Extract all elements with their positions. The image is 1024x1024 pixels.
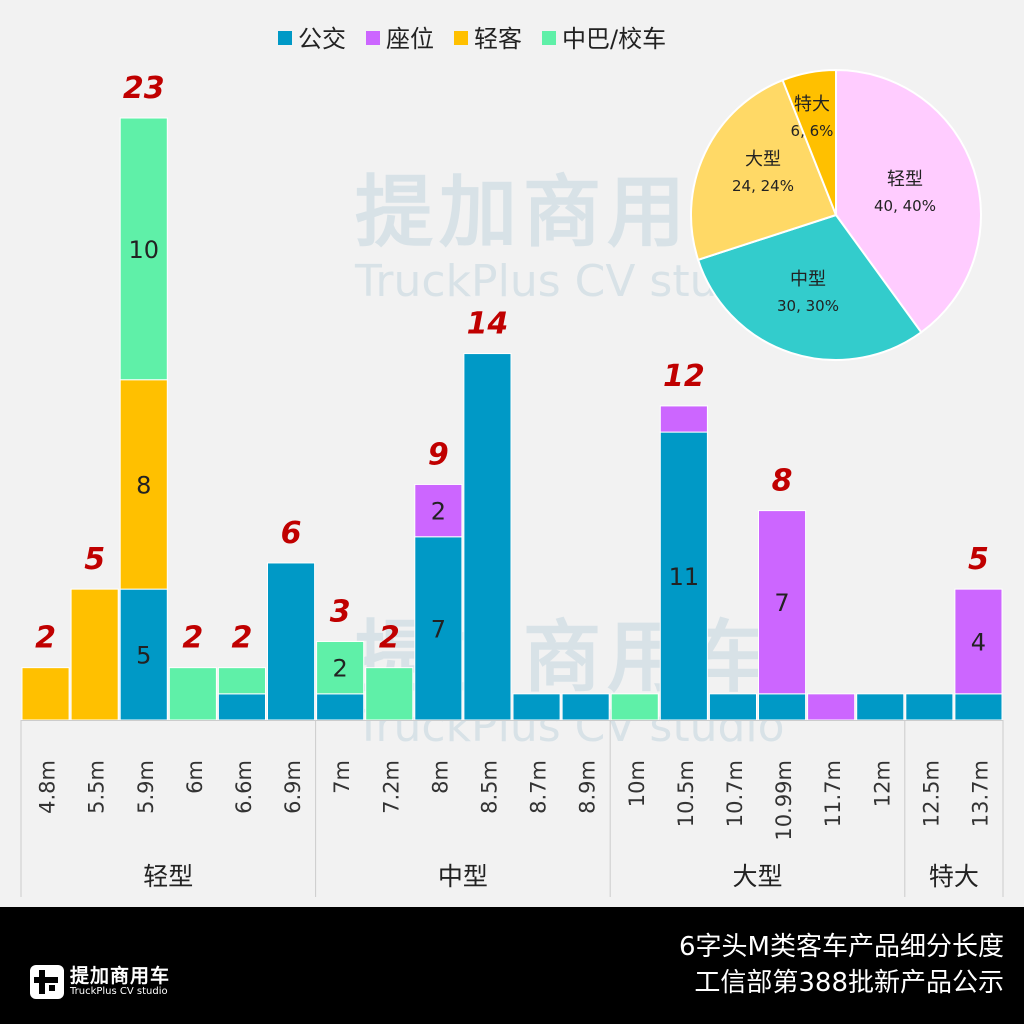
bar-segment: [119, 117, 168, 381]
legend-swatch: [542, 31, 556, 45]
segment-label: 5: [136, 642, 151, 670]
category-label: 5.9m: [134, 760, 158, 814]
total-label: 2: [379, 621, 400, 656]
bar-segment: [168, 667, 217, 721]
total-label: 2: [182, 621, 203, 656]
stacked-bar-chart: 公交 座位 轻客 中巴/校车24.8m55.5m5810235.9m26m26.6m6…: [20, 25, 1004, 897]
bar-segment: [267, 562, 316, 721]
total-label: 14: [467, 307, 509, 342]
category-label: 4.8m: [36, 760, 60, 814]
pie-slice-value: 24, 24%: [732, 177, 794, 195]
bar-segment: [512, 693, 561, 721]
category-label: 13.7m: [968, 760, 992, 827]
bar-segment: [807, 693, 856, 721]
group-label: 大型: [732, 862, 782, 891]
total-label: 2: [232, 621, 253, 656]
bar-segment: [758, 510, 807, 695]
bar-segment: [316, 693, 365, 721]
pie-slice-label: 大型: [745, 149, 781, 170]
total-label: 2: [35, 621, 56, 656]
legend-label: 中巴/校车: [562, 25, 666, 53]
total-label: 5: [84, 542, 105, 577]
total-label: 3: [330, 594, 351, 629]
bar-segment: [70, 588, 119, 721]
bar-segment: [659, 431, 708, 721]
group-label: 特大: [929, 862, 979, 891]
bar-segment: [856, 693, 905, 721]
pie-slice: [835, 68, 982, 334]
bar-segment: [217, 693, 266, 721]
segment-label: 2: [333, 655, 348, 683]
legend-swatch: [366, 31, 380, 45]
category-label: 10.99m: [772, 760, 796, 841]
bar-segment: [954, 693, 1003, 721]
pie-slice-label: 特大: [794, 94, 830, 115]
category-label: 8.7m: [527, 760, 551, 814]
category-label: 12m: [870, 760, 894, 807]
logo-en: TruckPlus CV studio: [70, 986, 168, 997]
category-label: 6.6m: [232, 760, 256, 814]
bar-segment: [21, 667, 70, 721]
category-label: 10.5m: [674, 760, 698, 827]
pie-slice-label: 轻型: [887, 169, 923, 190]
bar-segment: [316, 640, 365, 695]
pie-slice: [696, 213, 923, 361]
bar-segment: [119, 588, 168, 721]
total-label: 23: [123, 71, 165, 106]
bar-segment: [758, 693, 807, 721]
segment-label: 4: [971, 628, 986, 656]
bar-segment: [414, 483, 463, 538]
footer-title-line2: 工信部第388批新产品公示: [694, 968, 1004, 998]
pie-slice-value: 30, 30%: [777, 297, 839, 315]
category-label: 5.5m: [85, 760, 109, 814]
bar-segment: [659, 405, 708, 433]
category-label: 7.2m: [379, 760, 403, 814]
bar-segment: [905, 693, 954, 721]
logo-cn: 提加商用车: [70, 965, 171, 987]
category-label: 7m: [330, 760, 354, 794]
bar-segment: [463, 353, 512, 721]
segment-label: 2: [431, 498, 446, 526]
pie-slice: [781, 68, 837, 216]
group-label: 中型: [438, 862, 488, 891]
total-label: 8: [772, 464, 793, 499]
category-label: 12.5m: [919, 760, 943, 827]
category-label: 8m: [428, 760, 452, 794]
legend-label: 轻客: [474, 25, 522, 53]
category-label: 8.9m: [576, 760, 600, 814]
bar-segment: [708, 693, 758, 721]
segment-label: 8: [136, 471, 151, 499]
legend-label: 公交: [298, 25, 346, 53]
total-label: 9: [428, 437, 449, 472]
bar-segment: [365, 667, 414, 721]
bar-segment: [561, 693, 610, 721]
logo-icon: [30, 965, 64, 999]
category-label: 6m: [183, 760, 207, 794]
pie-slice-value: 6, 6%: [791, 122, 834, 140]
total-label: 5: [968, 542, 989, 577]
total-label: 6: [281, 516, 302, 551]
pie-slice-value: 40, 40%: [874, 197, 936, 215]
pie-slice-label: 中型: [790, 269, 826, 290]
legend-swatch: [278, 31, 292, 45]
category-label: 10.7m: [723, 760, 747, 827]
footer: 提加商用车 TruckPlus CV studio 6字头M类客车产品细分长度 …: [0, 907, 1024, 1024]
category-label: 11.7m: [821, 760, 845, 827]
segment-label: 11: [669, 563, 700, 591]
total-label: 12: [663, 359, 705, 394]
bar-segment: [954, 588, 1003, 695]
footer-title-line1: 6字头M类客车产品细分长度: [679, 932, 1004, 962]
legend-swatch: [454, 31, 468, 45]
group-label: 轻型: [143, 862, 193, 891]
category-label: 10m: [625, 760, 649, 807]
logo: 提加商用车 TruckPlus CV studio: [30, 965, 170, 999]
bar-segment: [217, 667, 266, 695]
category-label: 6.9m: [281, 760, 305, 814]
segment-label: 7: [431, 615, 446, 643]
bar-segment: [610, 693, 659, 721]
segment-label: 7: [774, 589, 789, 617]
legend-label: 座位: [386, 25, 434, 53]
segment-label: 10: [128, 236, 159, 264]
category-label: 8.5m: [477, 760, 501, 814]
